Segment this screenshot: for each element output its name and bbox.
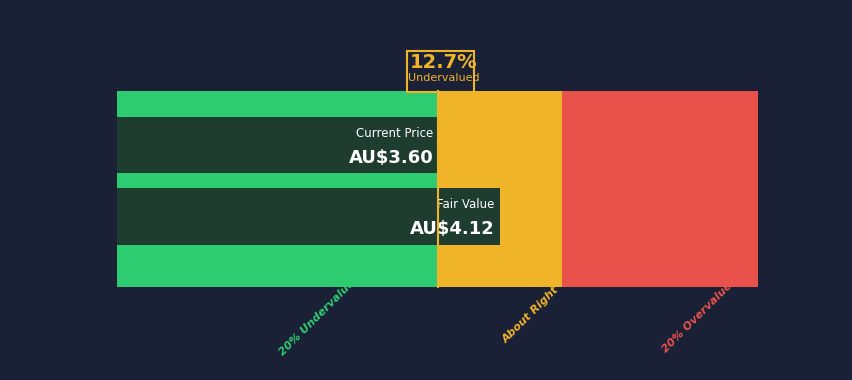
Text: AU$3.60: AU$3.60 (348, 149, 433, 167)
Bar (117, 117, 438, 173)
Bar (561, 91, 757, 287)
Text: 20% Undervalued: 20% Undervalued (277, 272, 362, 357)
Text: Current Price: Current Price (355, 127, 433, 140)
Bar (438, 91, 561, 287)
Bar (117, 187, 499, 245)
Text: AU$4.12: AU$4.12 (410, 220, 494, 238)
Bar (117, 91, 438, 287)
Text: Fair Value: Fair Value (437, 198, 494, 211)
Bar (407, 51, 473, 92)
Text: 12.7%: 12.7% (410, 54, 477, 73)
Text: 20% Overvalued: 20% Overvalued (659, 275, 739, 355)
Text: Undervalued: Undervalued (407, 73, 479, 83)
Text: About Right: About Right (500, 285, 560, 345)
